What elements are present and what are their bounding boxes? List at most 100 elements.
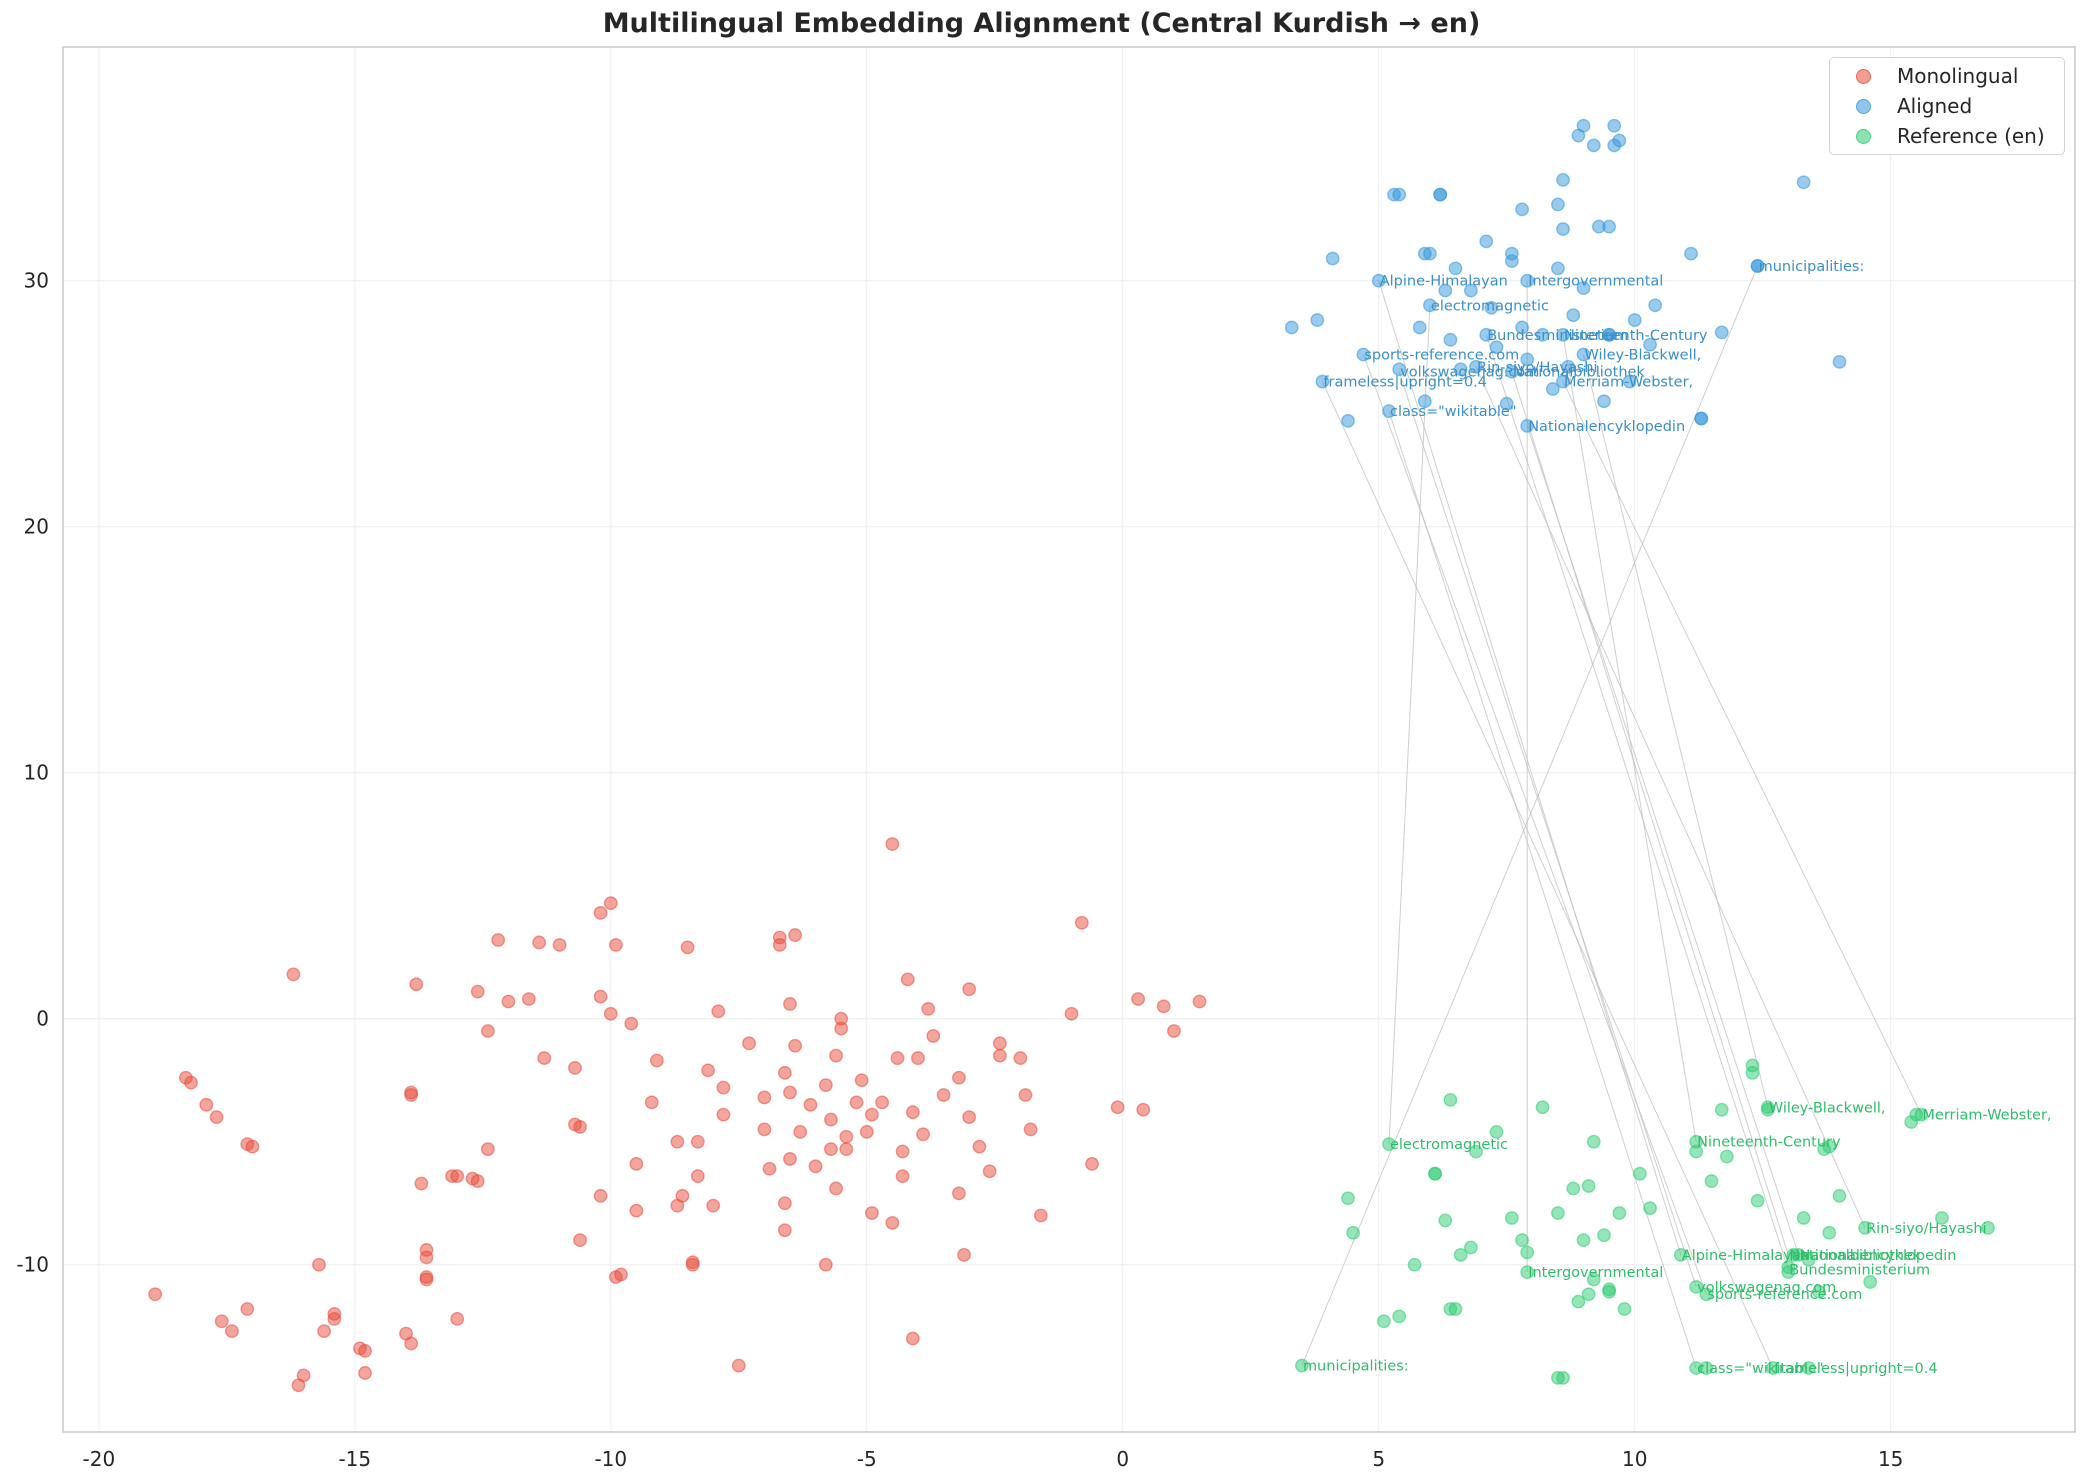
data-point [1617,1302,1632,1316]
data-point [1981,1220,1995,1235]
data-point [1612,1206,1627,1220]
data-point [1566,308,1581,323]
monolingual-marker-icon [1856,68,1871,84]
point-label: class="wikitable" [1697,1361,1824,1377]
data-point [1520,1265,1535,1279]
connection-line [1388,410,1697,1369]
connection-line [1378,280,1682,1256]
data-point [1694,411,1709,426]
data-point [1428,1166,1442,1181]
data-point [1602,219,1617,234]
point-label: volkswagenag.com [1400,365,1539,381]
data-point [209,1110,224,1125]
data-point [1576,118,1591,133]
point-label: Alpine-Himalayan [1682,1248,1810,1264]
data-point [624,1016,639,1031]
data-point [1469,1144,1483,1159]
data-point [1033,1208,1048,1223]
data-point [926,1029,941,1043]
x-tick-label: 0 [1116,1447,1129,1471]
data-point [952,1070,966,1085]
aligned-marker-icon [1856,98,1871,114]
data-point [1796,1211,1811,1225]
data-point [603,896,618,910]
axis-tick-labels: -20 -15 -10 -5 0 5 10 15 -10 0 10 20 30 [16,269,1903,1471]
data-point [521,992,536,1006]
data-point [450,1169,465,1184]
data-point [957,1247,971,1262]
data-point [1858,1220,1872,1235]
data-point [1576,347,1591,362]
x-tick-label: -15 [338,1447,371,1471]
data-point [1832,1188,1847,1203]
data-point [1136,1102,1151,1117]
data-point [1643,337,1657,352]
data-point [1812,1284,1826,1299]
data-point [312,1257,326,1272]
data-point [783,997,797,1011]
data-point [757,1090,772,1105]
data-point [1463,283,1478,298]
data-point [1612,133,1627,148]
data-point [1382,1137,1396,1152]
data-point [593,989,608,1004]
point-label: sports-reference.com [1364,348,1519,364]
data-point [1556,172,1570,187]
data-point [875,1095,890,1110]
data-point [1704,1174,1719,1188]
point-label: Wiley-Blackwell, [1769,1100,1886,1116]
data-point [1341,414,1355,428]
data-point [1745,1065,1760,1080]
data-point [1167,1024,1181,1038]
data-point [1632,1166,1647,1181]
data-point [568,1061,582,1075]
data-point [1443,332,1458,347]
data-point [803,1097,818,1112]
data-point [1423,298,1437,313]
data-point [1315,374,1330,389]
data-point [895,1169,910,1184]
data-point [1863,1275,1878,1289]
legend-label-reference: Reference (en) [1897,124,2045,148]
data-point [1766,1361,1780,1375]
data-point [1448,261,1463,276]
point-label: Alpine-Himalayan [1380,274,1508,290]
data-point [1479,234,1494,249]
y-tick-label: -10 [16,1253,49,1277]
data-point [1463,1240,1478,1255]
data-point [680,940,695,955]
data-point [1018,1088,1033,1102]
y-tick-label: 20 [24,515,49,539]
data-point [992,1036,1007,1051]
data-point [890,1051,905,1065]
data-point [716,1107,731,1122]
data-point [1699,1287,1714,1302]
data-point [972,1139,987,1154]
data-point [962,1110,977,1125]
point-label: Intergovernmental [1528,1265,1663,1281]
data-point [1822,1225,1837,1240]
data-point [1832,354,1847,369]
plot-area-border [62,46,2076,1433]
point-label: electromagnetic [1390,1137,1508,1153]
data-point [1520,1245,1535,1260]
data-point [404,1336,419,1351]
x-tick-label: -20 [83,1447,116,1471]
point-labels: municipalities: Alpine-Himalayan Intergove… [1303,259,2052,1377]
data-point [1750,1193,1765,1208]
data-point [409,977,424,992]
data-point [824,1112,838,1127]
data-point [1504,1211,1519,1225]
point-label: Rin-siyo/Hayashi [1477,360,1597,376]
data-point [358,1366,372,1380]
data-point [685,1255,700,1270]
data-point [762,1161,777,1176]
data-point [1673,1247,1688,1262]
data-point [419,1250,434,1265]
data-point [1801,1252,1816,1267]
data-point [1914,1107,1929,1122]
data-point [414,1176,429,1191]
data-point [1643,1201,1657,1216]
point-label: municipalities: [1303,1359,1409,1375]
data-point [829,1181,843,1196]
